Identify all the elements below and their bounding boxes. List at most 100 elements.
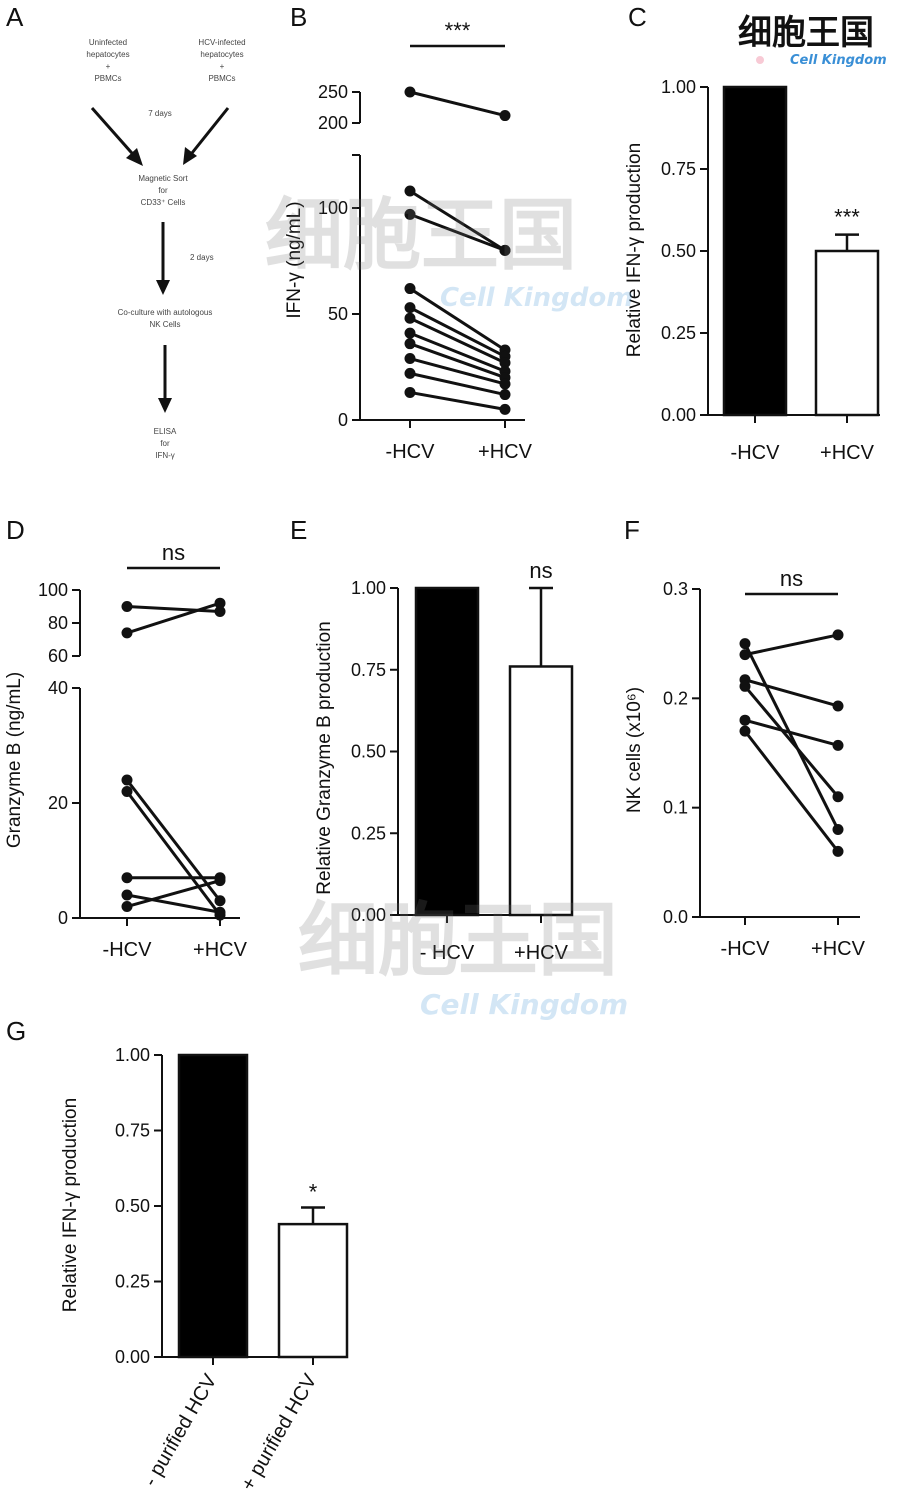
data-point <box>832 700 844 712</box>
bar-open <box>508 665 574 917</box>
x-category-label: -HCV <box>103 939 153 961</box>
flow-box-sort: Magnetic Sort for CD33⁺ Cells <box>138 174 188 207</box>
flow-arrowhead <box>126 148 143 166</box>
panel-letter-g: G <box>6 1016 26 1046</box>
y-tick-label: 0.3 <box>663 579 688 599</box>
bar-filled <box>177 1053 249 1359</box>
panel-letter-c: C <box>628 2 647 32</box>
watermark-mid-cn: 细胞王国 <box>265 190 577 281</box>
data-point <box>739 680 751 692</box>
panel-letter-f: F <box>624 515 640 545</box>
data-point <box>499 403 511 415</box>
data-point <box>404 86 416 98</box>
watermark-mid-en: Cell Kingdom <box>440 283 633 313</box>
paired-line <box>409 212 506 252</box>
flow-arrow <box>90 107 140 161</box>
flow-text: for <box>160 439 170 448</box>
y-tick-label: 0.00 <box>115 1347 150 1367</box>
y-tick-label: 0.25 <box>351 823 386 843</box>
data-point <box>739 714 751 726</box>
data-point <box>499 378 511 390</box>
flow-box-hcv-infected: HCV-infected hepatocytes + PBMCs <box>198 38 245 83</box>
paired-line <box>743 685 840 798</box>
y-tick-label: 0.50 <box>661 241 696 261</box>
paired-line <box>126 893 221 914</box>
y-axis-label: Granzyme B (ng/mL) <box>4 672 25 848</box>
watermark-lower-en: Cell Kingdom <box>420 988 628 1021</box>
y-tick-label: 0.00 <box>661 405 696 425</box>
y-tick-label: 0.1 <box>663 798 688 818</box>
flow-text: + <box>106 62 111 71</box>
y-tick-label: 40 <box>48 678 68 698</box>
significance-label: ns <box>780 566 803 591</box>
x-category-label: +HCV <box>478 441 533 463</box>
flow-text: CD33⁺ Cells <box>141 198 186 207</box>
data-point <box>832 629 844 641</box>
x-category-label: - HCV <box>420 942 475 964</box>
significance-label: *** <box>834 205 860 230</box>
flow-arrowhead <box>183 147 197 165</box>
x-category-label: +HCV <box>514 942 569 964</box>
flow-text: PBMCs <box>208 74 235 83</box>
data-point <box>121 872 133 884</box>
y-tick-label: 250 <box>318 82 348 102</box>
y-tick-label: 0 <box>58 908 68 928</box>
flow-box-coculture: Co-culture with autologous NK Cells <box>118 308 213 329</box>
flow-box-elisa: ELISA for IFN-γ <box>154 427 177 460</box>
data-point <box>832 791 844 803</box>
flow-text: Co-culture with autologous <box>118 308 213 317</box>
data-point <box>404 283 416 295</box>
data-point <box>404 312 416 324</box>
y-tick-label: 0.75 <box>661 159 696 179</box>
panel-letter-b: B <box>290 2 307 32</box>
data-point <box>121 774 133 786</box>
chart-panel-g: 0.00 0.25 0.50 0.75 1.00 - purified HCV + puri… <box>60 1045 349 1493</box>
paired-line <box>744 718 839 747</box>
data-point <box>214 605 226 617</box>
data-point <box>404 367 416 379</box>
bar-open <box>814 249 880 417</box>
x-category-label: +HCV <box>193 939 248 961</box>
paired-line <box>409 306 506 358</box>
data-point <box>499 110 511 122</box>
paired-line <box>744 678 839 708</box>
paired-line <box>126 879 221 908</box>
data-point <box>121 901 133 912</box>
y-tick-label: 0.50 <box>351 742 386 762</box>
x-category-label: - purified HCV <box>139 1370 221 1490</box>
flow-text: Magnetic Sort <box>138 174 188 183</box>
panel-letter-e: E <box>290 515 307 545</box>
watermark-lower: 细胞王国 Cell Kingdom <box>298 893 628 1021</box>
data-point <box>404 208 416 220</box>
flow-text: for <box>158 186 168 195</box>
flow-text: ELISA <box>154 427 177 436</box>
significance-label: ns <box>529 558 552 583</box>
y-tick-label: 0.25 <box>661 323 696 343</box>
flow-step-2days: 2 days <box>190 253 214 262</box>
flow-arrowhead <box>158 398 172 413</box>
y-tick-label: 1.00 <box>661 77 696 97</box>
paired-line <box>409 371 506 397</box>
watermark-logo-cn: 细胞王国 <box>738 13 874 53</box>
panel-a-flowchart: Uninfected hepatocytes + PBMCs HCV-infec… <box>86 38 245 460</box>
data-point <box>404 302 416 314</box>
paired-line <box>409 390 506 411</box>
paired-line <box>126 605 221 613</box>
paired-line <box>744 633 839 657</box>
chart-panel-f: 0.0 0.1 0.2 0.3 -HCV +HCV ns NK cells (x10⁶) <box>624 566 866 960</box>
watermark-dot <box>756 56 764 64</box>
y-axis-label: Relative IFN-γ production <box>624 143 645 357</box>
flow-text: Uninfected <box>89 38 127 47</box>
y-tick-label: 0.00 <box>351 905 386 925</box>
y-tick-label: 50 <box>328 304 348 324</box>
paired-line <box>409 331 506 373</box>
watermark-logo: 细胞王国 Cell Kingdom <box>738 13 887 68</box>
y-tick-label: 0.0 <box>663 907 688 927</box>
data-point <box>499 244 511 256</box>
data-point <box>832 739 844 751</box>
data-point <box>404 327 416 339</box>
y-tick-label: 1.00 <box>115 1045 150 1065</box>
flow-text: HCV-infected <box>198 38 245 47</box>
data-point <box>404 338 416 350</box>
